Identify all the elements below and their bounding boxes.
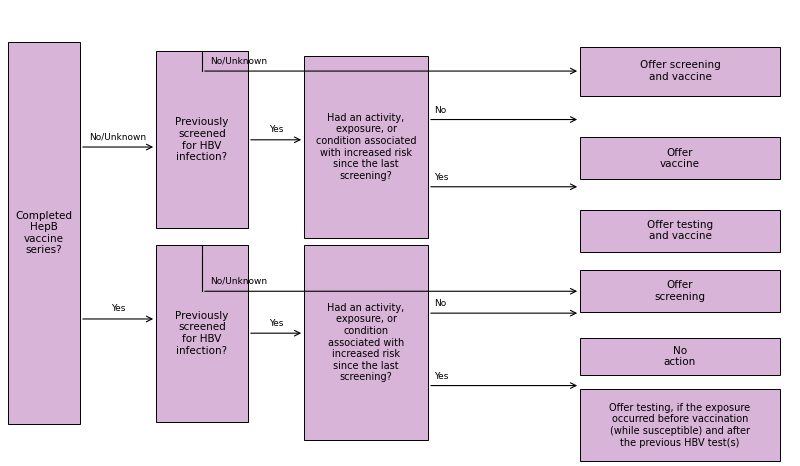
Text: No
action: No action — [664, 346, 696, 367]
Text: No: No — [434, 106, 446, 115]
Text: Had an activity,
exposure, or
condition
associated with
increased risk
since the: Had an activity, exposure, or condition … — [327, 303, 405, 382]
FancyBboxPatch shape — [304, 56, 428, 238]
Text: Offer testing
and vaccine: Offer testing and vaccine — [647, 220, 713, 241]
FancyBboxPatch shape — [8, 42, 80, 424]
FancyBboxPatch shape — [580, 389, 780, 461]
Text: Offer testing, if the exposure
occurred before vaccination
(while susceptible) a: Offer testing, if the exposure occurred … — [610, 403, 750, 448]
Text: Yes: Yes — [269, 125, 283, 134]
Text: Yes: Yes — [269, 319, 283, 328]
Text: Offer
screening: Offer screening — [654, 281, 706, 302]
Text: Previously
screened
for HBV
infection?: Previously screened for HBV infection? — [175, 311, 229, 356]
Text: Completed
HepB
vaccine
series?: Completed HepB vaccine series? — [15, 211, 73, 255]
FancyBboxPatch shape — [156, 51, 248, 228]
FancyBboxPatch shape — [580, 210, 780, 252]
Text: Yes: Yes — [434, 372, 449, 381]
FancyBboxPatch shape — [580, 270, 780, 312]
Text: Offer
vaccine: Offer vaccine — [660, 148, 700, 169]
FancyBboxPatch shape — [156, 245, 248, 422]
FancyBboxPatch shape — [580, 137, 780, 179]
Text: No/Unknown: No/Unknown — [210, 56, 267, 65]
Text: No/Unknown: No/Unknown — [90, 132, 146, 142]
FancyBboxPatch shape — [304, 245, 428, 440]
Text: No/Unknown: No/Unknown — [210, 277, 267, 286]
Text: Yes: Yes — [434, 173, 449, 182]
Text: No: No — [434, 300, 446, 308]
Text: Had an activity,
exposure, or
condition associated
with increased risk
since the: Had an activity, exposure, or condition … — [316, 113, 416, 181]
FancyBboxPatch shape — [580, 47, 780, 96]
Text: Offer screening
and vaccine: Offer screening and vaccine — [640, 60, 720, 82]
FancyBboxPatch shape — [580, 338, 780, 375]
Text: Previously
screened
for HBV
infection?: Previously screened for HBV infection? — [175, 117, 229, 162]
Text: Yes: Yes — [111, 304, 125, 313]
